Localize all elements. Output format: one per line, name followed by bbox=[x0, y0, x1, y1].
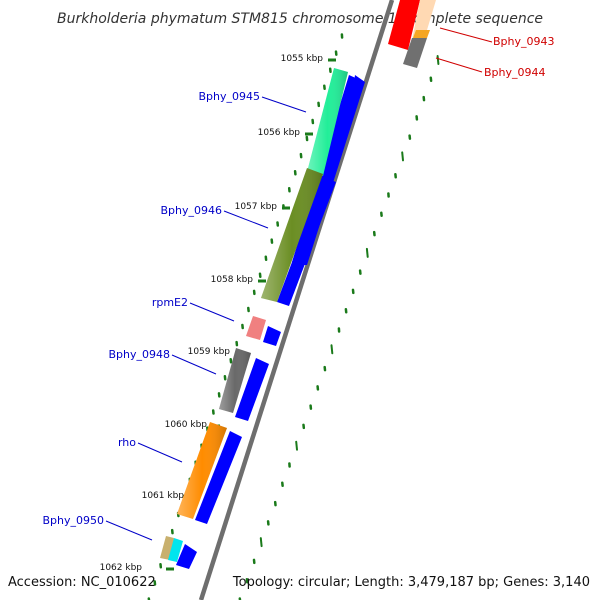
track-dot bbox=[296, 442, 297, 450]
gene-label-bphy-0948[interactable]: Bphy_0948 bbox=[108, 348, 170, 361]
gene-label-bphy-0945[interactable]: Bphy_0945 bbox=[198, 90, 260, 103]
gene-label-bphy-0944[interactable]: Bphy_0944 bbox=[484, 66, 546, 79]
gene-rpme2[interactable] bbox=[246, 316, 266, 340]
summary-text: Topology: circular; Length: 3,479,187 bp… bbox=[232, 575, 590, 590]
gene-label-bphy-0950[interactable]: Bphy_0950 bbox=[42, 514, 104, 527]
tick-label: 1057 kbp bbox=[235, 202, 278, 212]
gene-label-rpme2[interactable]: rpmE2 bbox=[152, 296, 188, 309]
tick-1056kbp: 1056 kbp bbox=[258, 128, 313, 138]
gene-label-bphy-0946[interactable]: Bphy_0946 bbox=[160, 204, 222, 217]
tick-label: 1056 kbp bbox=[258, 128, 301, 138]
gene-labels: Bphy_0943 Bphy_0944 Bphy_0945 Bphy_0946 … bbox=[42, 28, 554, 540]
tick-label: 1058 kbp bbox=[211, 275, 254, 285]
tick-label: 1062 kbp bbox=[100, 563, 143, 573]
gene-label-bphy-0943[interactable]: Bphy_0943 bbox=[493, 35, 555, 48]
strand-arrows bbox=[176, 75, 365, 569]
gene-label-rho[interactable]: rho bbox=[118, 436, 136, 449]
track-dot bbox=[261, 538, 262, 546]
map-title: Burkholderia phymatum STM815 chromosome … bbox=[57, 11, 543, 27]
track-dot bbox=[332, 345, 333, 353]
tick-label: 1061 kbp bbox=[142, 491, 185, 501]
tick-1055kbp: 1055 kbp bbox=[281, 54, 336, 64]
track-dot bbox=[367, 249, 368, 257]
track-dot bbox=[438, 56, 439, 64]
track-dot bbox=[402, 152, 403, 160]
tick-label: 1055 kbp bbox=[281, 54, 324, 64]
tick-1062kbp: 1062 kbp bbox=[100, 563, 174, 573]
tick-label: 1060 kbp bbox=[165, 420, 208, 430]
tick-1057kbp: 1057 kbp bbox=[235, 202, 290, 212]
strand-arrow bbox=[263, 326, 281, 346]
accession-text: Accession: NC_010622 bbox=[8, 575, 156, 590]
tick-1058kbp: 1058 kbp bbox=[211, 275, 266, 285]
tick-label: 1059 kbp bbox=[188, 347, 231, 357]
